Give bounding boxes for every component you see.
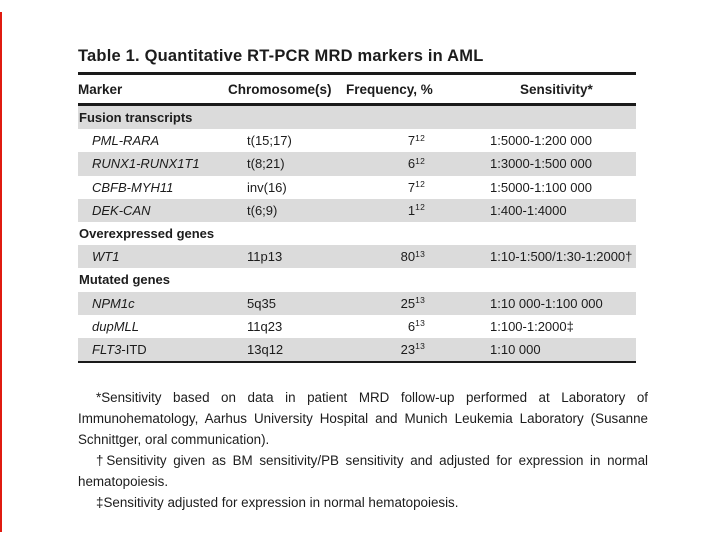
frequency-value: 6 <box>407 318 416 334</box>
table-figure: Table 1. Quantitative RT-PCR MRD markers… <box>78 46 648 513</box>
sensitivity-cell: 1:5000-1:200 000 <box>490 133 592 149</box>
footnote-asterisk: *Sensitivity based on data in patient MR… <box>78 390 648 448</box>
chromosome-cell: 13q12 <box>247 341 284 357</box>
sensitivity-cell: 1:3000-1:500 000 <box>490 156 592 172</box>
table-row: Overexpressed genes <box>78 222 636 245</box>
chromosome-cell: inv(16) <box>247 179 287 195</box>
table-body: Fusion transcripts PML-RARA t(15;17) 712… <box>78 106 636 362</box>
marker-cell: Overexpressed genes <box>78 226 340 241</box>
frequency-cell: 2513 <box>346 296 438 311</box>
chromosome-cell: 11q23 <box>247 318 283 334</box>
frequency-value: 23 <box>400 341 416 357</box>
marker-cell: WT1 <box>78 249 228 264</box>
chromosome-cell: 11p13 <box>247 249 283 265</box>
sensitivity-cell: 1:5000-1:100 000 <box>490 179 592 195</box>
marker-cell: DEK-CAN <box>78 203 228 218</box>
frequency-cell: 112 <box>346 203 438 218</box>
frequency-reference-superscript: 12 <box>415 202 425 213</box>
table-row: dupMLL 11q23 613 1:100-1:2000‡ <box>78 315 636 338</box>
frequency-value: 25 <box>400 295 416 311</box>
frequency-value: 1 <box>407 202 416 218</box>
sensitivity-cell: 1:10 000-1:100 000 <box>490 295 603 311</box>
frequency-cell: 712 <box>346 180 438 195</box>
table-row: RUNX1-RUNX1T1 t(8;21) 612 1:3000-1:500 0… <box>78 152 636 176</box>
frequency-reference-superscript: 13 <box>415 295 425 306</box>
column-header-sensitivity: Sensitivity* <box>520 81 593 97</box>
table-row: FLT3-ITD 13q12 2313 1:10 000 <box>78 337 636 362</box>
table-top-rule <box>78 72 636 75</box>
marker-cell: PML-RARA <box>78 133 228 148</box>
table-row: DEK-CAN t(6;9) 112 1:400-1:4000 <box>78 198 636 222</box>
table-row: PML-RARA t(15;17) 712 1:5000-1:200 000 <box>78 129 636 152</box>
marker-cell: dupMLL <box>78 319 228 334</box>
table-row: CBFB-MYH11 inv(16) 712 1:5000-1:100 000 <box>78 176 636 199</box>
marker-name: PML-RARA <box>92 133 160 149</box>
frequency-cell: 8013 <box>346 249 438 264</box>
frequency-value: 7 <box>407 133 416 149</box>
table-header-rule <box>78 103 636 106</box>
footnote-double-dagger: ‡Sensitivity adjusted for expression in … <box>96 495 459 511</box>
sensitivity-cell: 1:10-1:500/1:30-1:2000† <box>490 249 633 265</box>
frequency-value: 6 <box>407 156 416 172</box>
frequency-reference-superscript: 12 <box>415 132 425 143</box>
marker-name: DEK-CAN <box>92 202 151 218</box>
frequency-cell: 612 <box>346 156 438 171</box>
table-row: Fusion transcripts <box>78 106 636 130</box>
frequency-cell: 712 <box>346 133 438 148</box>
marker-name: NPM1c <box>92 295 135 311</box>
table-row: WT1 11p13 8013 1:10-1:500/1:30-1:2000† <box>78 245 636 269</box>
marker-name: RUNX1-RUNX1T1 <box>92 156 200 172</box>
sensitivity-cell: 1:400-1:4000 <box>490 202 567 218</box>
marker-name: Mutated genes <box>79 272 171 288</box>
marker-name: dupMLL <box>92 318 139 334</box>
table-title: Table 1. Quantitative RT-PCR MRD markers… <box>78 47 484 65</box>
marker-name: FLT3 <box>92 341 122 357</box>
table-row: Mutated genes <box>78 268 636 291</box>
table-footnotes: *Sensitivity based on data in patient MR… <box>78 387 648 513</box>
footnote-dagger: †Sensitivity given as BM sensitivity/PB … <box>78 453 648 490</box>
marker-name: Overexpressed genes <box>79 226 215 242</box>
sensitivity-cell: 1:10 000 <box>490 341 541 357</box>
marker-name: CBFB-MYH11 <box>92 179 174 195</box>
marker-cell: CBFB-MYH11 <box>78 180 228 195</box>
table-header-row: Marker Chromosome(s) Frequency, % Sensit… <box>78 75 636 103</box>
frequency-value: 80 <box>400 249 416 265</box>
marker-name: WT1 <box>92 249 120 265</box>
marker-cell: Fusion transcripts <box>78 110 340 125</box>
frequency-reference-superscript: 13 <box>415 341 425 352</box>
table-bottom-rule <box>78 361 636 364</box>
frequency-reference-superscript: 12 <box>415 155 425 166</box>
chromosome-cell: t(8;21) <box>247 156 285 172</box>
marker-suffix: -ITD <box>121 341 147 357</box>
chromosome-cell: 5q35 <box>247 295 276 311</box>
frequency-cell: 613 <box>346 319 438 334</box>
frequency-cell: 2313 <box>346 342 438 357</box>
column-header-frequency: Frequency, % <box>346 81 433 97</box>
frequency-value: 7 <box>407 179 416 195</box>
left-edge-red-line <box>0 12 2 532</box>
table-row: NPM1c 5q35 2513 1:10 000-1:100 000 <box>78 291 636 315</box>
chromosome-cell: t(6;9) <box>247 202 278 218</box>
marker-name: Fusion transcripts <box>79 110 193 126</box>
column-header-chromosome: Chromosome(s) <box>228 81 332 97</box>
marker-cell: Mutated genes <box>78 272 340 287</box>
sensitivity-cell: 1:100-1:2000‡ <box>490 318 574 334</box>
frequency-reference-superscript: 12 <box>415 179 425 190</box>
marker-cell: RUNX1-RUNX1T1 <box>78 156 228 171</box>
frequency-reference-superscript: 13 <box>415 248 425 259</box>
frequency-reference-superscript: 13 <box>415 318 425 329</box>
chromosome-cell: t(15;17) <box>247 133 292 149</box>
marker-cell: FLT3-ITD <box>78 342 228 357</box>
column-header-marker: Marker <box>78 81 123 97</box>
marker-cell: NPM1c <box>78 296 228 311</box>
